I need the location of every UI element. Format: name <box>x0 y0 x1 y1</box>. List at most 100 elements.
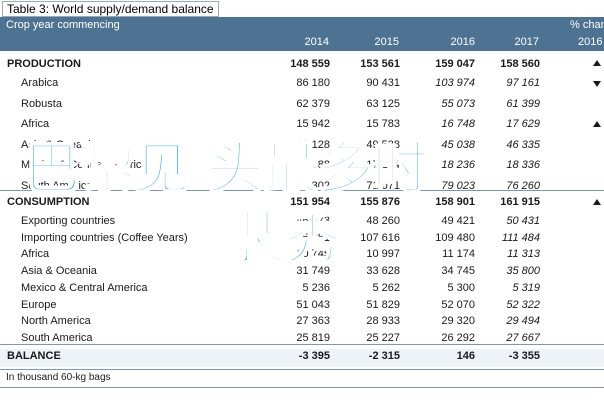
row-label: South America <box>21 180 93 192</box>
cell: 79 023 <box>441 180 475 192</box>
production-total-row: PRODUCTION 148 559 153 561 159 047 158 5… <box>0 57 604 73</box>
cell: 155 876 <box>360 196 400 208</box>
cell: 111 484 <box>501 231 540 244</box>
cell: 109 480 <box>435 231 475 244</box>
cell: 107 616 <box>360 231 400 244</box>
cell: 33 628 <box>366 265 400 278</box>
watermark-line-2: 装秀 <box>229 207 342 272</box>
cell: 153 561 <box>360 58 400 70</box>
table-row: Mexico & Central America 17 188 17 164 18 2… <box>0 158 604 174</box>
cell: 17 164 <box>366 159 400 172</box>
cell: 49 538 <box>366 138 400 151</box>
cell: 105 381 <box>290 231 330 244</box>
cell: 97 161 <box>506 77 540 89</box>
table-row: Europe 51 043 51 829 52 070 52 322 <box>0 298 604 314</box>
cell: 18 336 <box>506 159 540 172</box>
cell: 28 933 <box>366 315 400 328</box>
cell: 62 379 <box>296 97 330 110</box>
cell: 25 819 <box>296 331 330 344</box>
cell: 151 954 <box>290 196 330 208</box>
watermark-line-1: 巴黎见 头最多时 <box>23 137 429 202</box>
cell: 158 560 <box>500 58 540 70</box>
cell: 46 573 <box>296 215 330 227</box>
cell: -2 315 <box>368 350 400 362</box>
down-arrow-icon <box>593 81 601 87</box>
row-label: Exporting countries <box>21 215 116 227</box>
table-footer: In thousand 60-kg bags <box>0 369 604 388</box>
table-row: Robusta 62 379 63 125 55 073 61 399 <box>0 97 604 113</box>
row-label: Asia & Oceania <box>21 138 97 151</box>
cell: 86 180 <box>296 77 330 89</box>
cell: 71 071 <box>366 180 400 192</box>
cell: 27 667 <box>506 331 540 344</box>
cell: 51 829 <box>366 298 400 311</box>
cell: 52 070 <box>441 298 475 311</box>
cell: 45 038 <box>441 138 475 151</box>
cell: 48 260 <box>366 215 400 227</box>
year-2015: 2015 <box>374 36 399 48</box>
cell: 161 915 <box>500 196 540 208</box>
table-row: Africa 15 942 15 783 16 748 17 629 <box>0 117 604 133</box>
row-label: Europe <box>21 298 57 311</box>
table-header: Crop year commencing % chang 2014 2015 2… <box>0 17 604 51</box>
table-row: Africa 10 745 10 997 11 174 11 313 <box>0 247 604 263</box>
table-row: North America 27 363 28 933 29 320 29 494 <box>0 314 604 330</box>
up-arrow-icon <box>593 199 601 205</box>
cell: 103 974 <box>435 77 475 89</box>
cell: 15 783 <box>366 118 400 131</box>
header-crop-year: Crop year commencing <box>6 19 120 31</box>
table-row: Exporting countries 46 573 48 260 49 421 50 … <box>0 214 604 230</box>
cell: 16 748 <box>441 118 475 131</box>
year-2016: 2016 <box>450 36 475 48</box>
row-label: Mexico & Central America <box>21 281 148 294</box>
row-label: Asia & Oceania <box>21 265 97 278</box>
cell: 29 320 <box>441 315 475 328</box>
row-label: Robusta <box>21 97 62 110</box>
up-arrow-icon <box>593 60 601 66</box>
header-percent-change: % chang <box>570 19 604 31</box>
cell: 5 236 <box>302 281 330 294</box>
year-2017: 2017 <box>514 36 539 48</box>
cell: 10 745 <box>296 248 330 261</box>
footer-units: In thousand 60-kg bags <box>6 372 111 383</box>
cell: 11 313 <box>507 248 540 261</box>
table-row: South America 25 819 25 227 26 292 27 667 <box>0 331 604 347</box>
cell: 146 <box>456 350 475 362</box>
row-label: Africa <box>21 118 50 131</box>
cell: 17 629 <box>506 118 540 131</box>
cell: 158 901 <box>435 196 475 208</box>
cell: 18 236 <box>441 159 475 172</box>
cell: 51 043 <box>296 298 330 311</box>
cell: -3 355 <box>508 350 540 362</box>
cell: 34 745 <box>441 265 475 278</box>
production-title: PRODUCTION <box>7 58 81 70</box>
balance-divider <box>0 344 604 345</box>
cell: 63 125 <box>366 97 400 110</box>
row-label: Arabica <box>21 77 59 89</box>
balance-row: BALANCE -3 395 -2 315 146 -3 355 <box>0 349 604 367</box>
section-divider <box>0 190 604 191</box>
table-row: Mexico & Central America 5 236 5 262 5 300 5… <box>0 281 604 297</box>
table-caption: Table 3: World supply/demand balance <box>0 0 604 18</box>
balance-title: BALANCE <box>7 350 61 362</box>
cell: 26 292 <box>441 331 475 344</box>
cell: 29 494 <box>506 315 540 328</box>
cell: 5 300 <box>447 281 475 294</box>
cell: 159 047 <box>435 58 475 70</box>
table-row: Arabica 86 180 90 431 103 974 97 161 <box>0 76 604 92</box>
consumption-title: CONSUMPTION <box>7 196 90 208</box>
cell: 46 128 <box>296 138 330 151</box>
table-row: Asia & Oceania 31 749 33 628 34 745 35 800 <box>0 264 604 280</box>
cell: 90 431 <box>366 77 400 89</box>
cell: -3 395 <box>298 350 330 362</box>
cell: 49 421 <box>441 215 475 227</box>
table-row: Importing countries (Coffee Years) 105 38… <box>0 231 604 247</box>
cell: 69 302 <box>296 180 330 192</box>
cell: 17 188 <box>296 159 330 172</box>
row-label: Importing countries (Coffee Years) <box>21 231 188 244</box>
table-row: Asia & Oceania 46 128 49 538 45 038 46 335 <box>0 138 604 154</box>
caption-label: Table 3: World supply/demand balance <box>2 1 219 17</box>
cell: 148 559 <box>290 58 330 70</box>
row-label: Mexico & Central America <box>21 159 148 172</box>
cell: 11 174 <box>442 248 475 261</box>
